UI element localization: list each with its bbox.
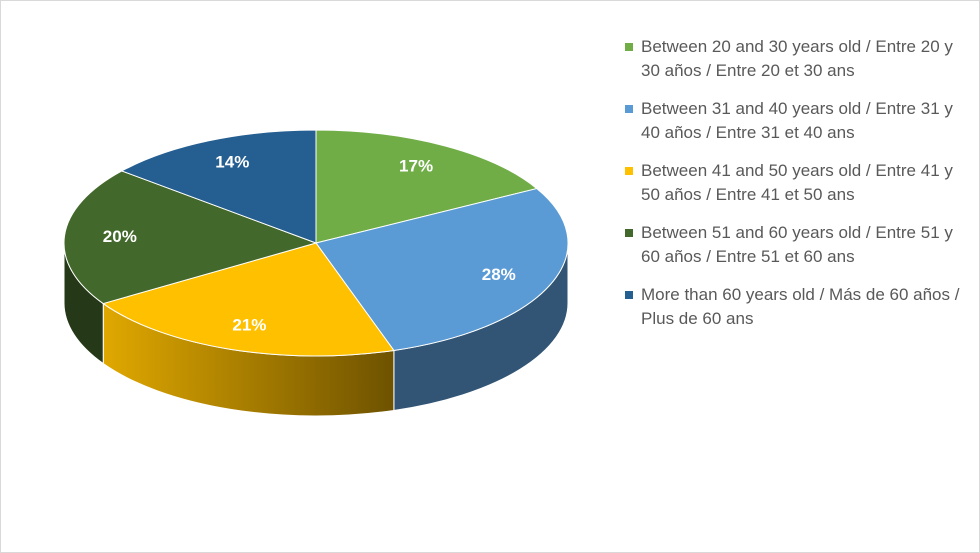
legend-label: More than 60 years old / Más de 60 años … bbox=[641, 285, 960, 328]
legend-label: Between 20 and 30 years old / Entre 20 y… bbox=[641, 37, 953, 80]
legend-item: Between 31 and 40 years old / Entre 31 y… bbox=[625, 97, 970, 145]
legend-swatch bbox=[625, 291, 633, 299]
legend-swatch bbox=[625, 229, 633, 237]
slice bbox=[63, 170, 318, 305]
data-label: 14% bbox=[215, 153, 249, 172]
legend-item: Between 41 and 50 years old / Entre 41 y… bbox=[625, 159, 970, 207]
data-label: 20% bbox=[103, 227, 137, 246]
legend: Between 20 and 30 years old / Entre 20 y… bbox=[625, 35, 970, 345]
data-label: 28% bbox=[482, 265, 516, 284]
data-label: 17% bbox=[399, 157, 433, 176]
legend-swatch bbox=[625, 105, 633, 113]
legend-label: Between 41 and 50 years old / Entre 41 y… bbox=[641, 161, 953, 204]
slice bbox=[315, 188, 569, 352]
legend-label: Between 31 and 40 years old / Entre 31 y… bbox=[641, 99, 953, 142]
legend-item: Between 20 and 30 years old / Entre 20 y… bbox=[625, 35, 970, 83]
slice bbox=[120, 129, 317, 244]
legend-swatch bbox=[625, 43, 633, 51]
pie-chart: 17% 28% 21% 20% 14% bbox=[63, 129, 569, 417]
legend-swatch bbox=[625, 167, 633, 175]
legend-item: More than 60 years old / Más de 60 años … bbox=[625, 283, 970, 331]
slice bbox=[315, 129, 538, 244]
slice bbox=[102, 242, 395, 357]
legend-label: Between 51 and 60 years old / Entre 51 y… bbox=[641, 223, 953, 266]
legend-item: Between 51 and 60 years old / Entre 51 y… bbox=[625, 221, 970, 269]
data-label: 21% bbox=[232, 315, 266, 334]
